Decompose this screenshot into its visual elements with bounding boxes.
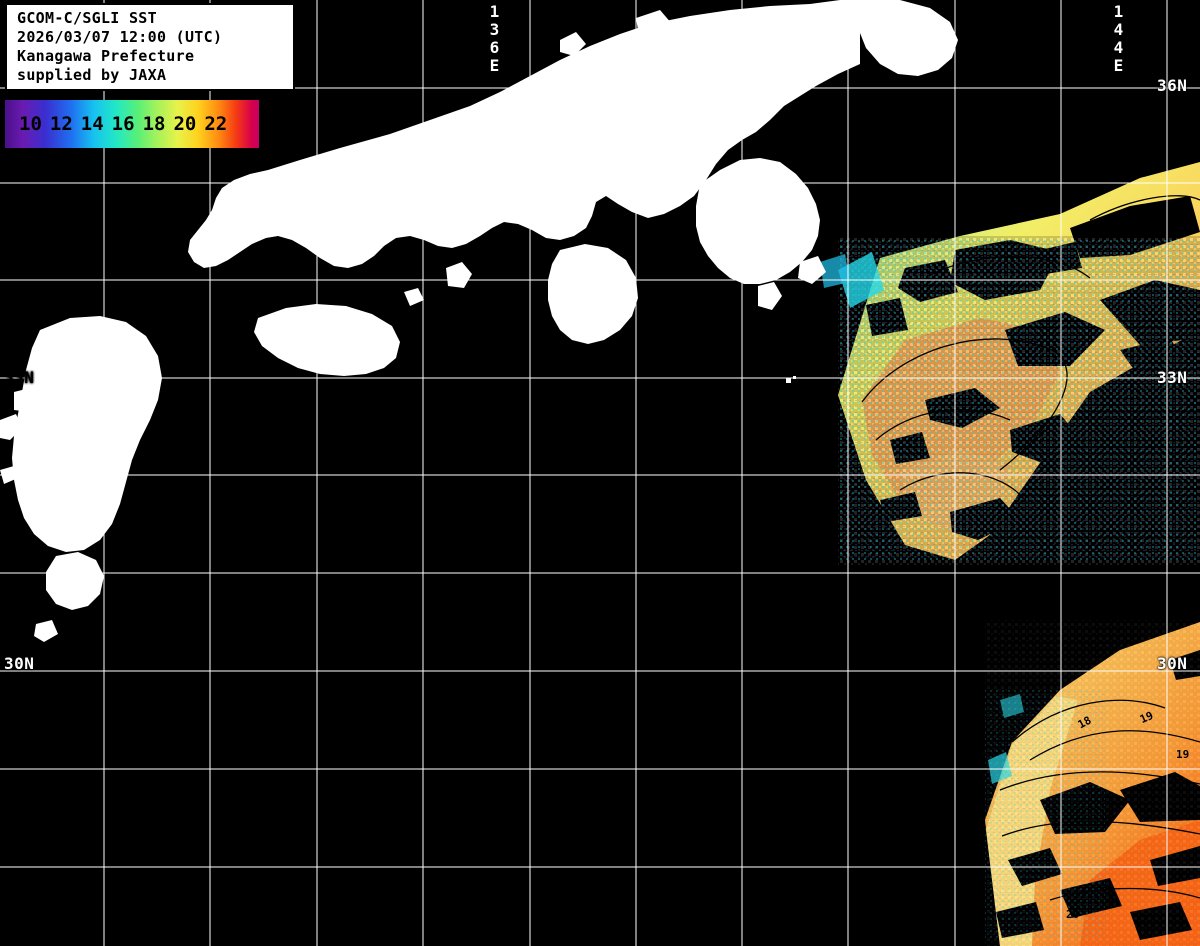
colorbar-tick-10: 10 bbox=[19, 113, 42, 135]
contour-label-20: 20 bbox=[1066, 908, 1080, 921]
colorbar-gradient bbox=[5, 100, 259, 148]
colorbar-tick-14: 14 bbox=[80, 113, 104, 135]
lat-label-30n-left: 30N bbox=[4, 654, 35, 673]
title-line-datetime: 2026/03/07 12:00 (UTC) bbox=[17, 28, 223, 46]
swath-south-contours bbox=[999, 699, 1200, 901]
sst-swath-south bbox=[985, 620, 1200, 946]
product-title-box: GCOM-C/SGLI SST 2026/03/07 12:00 (UTC) K… bbox=[5, 3, 295, 91]
colorbar-tick-22: 22 bbox=[204, 113, 228, 135]
sst-colorbar: 10 12 14 16 18 20 22 bbox=[5, 100, 259, 148]
swath-north-contours bbox=[861, 195, 1200, 501]
lon-label-144e: 144E bbox=[1109, 2, 1128, 74]
title-line-provider: supplied by JAXA bbox=[17, 66, 167, 84]
lat-label-33n-left: 33N bbox=[4, 368, 35, 387]
swath-north-cool-pixels bbox=[820, 240, 1200, 560]
sst-swath-north bbox=[820, 162, 1200, 566]
colorbar-tick-labels: 10 12 14 16 18 20 22 bbox=[5, 100, 259, 148]
contour-label-19b: 19 bbox=[1176, 748, 1190, 761]
lat-label-36n-right: 36N bbox=[1157, 76, 1188, 95]
colorbar-tick-20: 20 bbox=[173, 113, 197, 135]
land-japan bbox=[0, 0, 958, 642]
swath-south-cool-pixels bbox=[985, 690, 1105, 940]
title-line-product: GCOM-C/SGLI SST bbox=[17, 9, 157, 27]
lon-label-136e: 136E bbox=[485, 2, 504, 74]
title-line-region: Kanagawa Prefecture bbox=[17, 47, 195, 65]
colorbar-tick-16: 16 bbox=[111, 113, 135, 135]
colorbar-tick-12: 12 bbox=[49, 113, 73, 135]
lat-label-30n-right: 30N bbox=[1157, 654, 1188, 673]
colorbar-tick-18: 18 bbox=[142, 113, 166, 135]
lat-label-33n-right: 33N bbox=[1157, 368, 1188, 387]
